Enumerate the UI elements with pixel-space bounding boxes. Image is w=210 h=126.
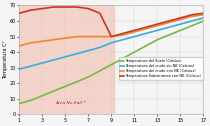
Y-axis label: Temperatura C°: Temperatura C° — [4, 40, 8, 79]
Legend: Temperatura del Suelo (Celsius), Temperatura del crudo sin NK (Celsius), Tempera: Temperatura del Suelo (Celsius), Tempera… — [119, 57, 203, 80]
Text: Area No-Kalt™: Area No-Kalt™ — [55, 101, 87, 105]
Bar — [19, 5, 114, 114]
